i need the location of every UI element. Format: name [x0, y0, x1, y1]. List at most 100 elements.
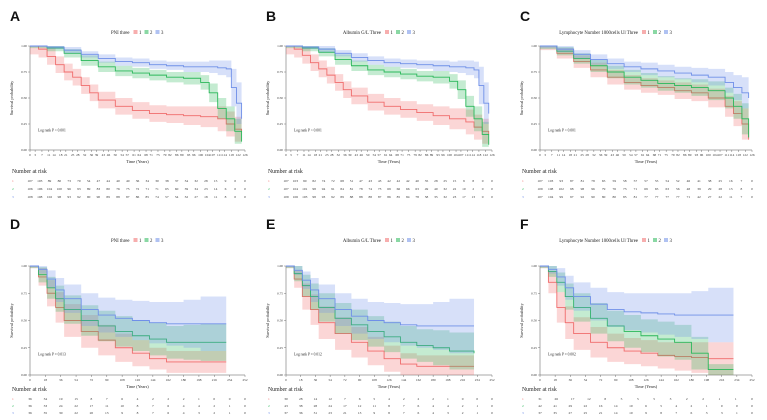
x-tick-label: 82 — [168, 153, 172, 157]
ci-band-group-2 — [30, 46, 242, 150]
risk-value: 36 — [28, 404, 32, 408]
risk-value: 103 — [293, 179, 299, 183]
risk-row-label: 1 — [522, 397, 524, 401]
x-tick-label: 104 — [205, 153, 210, 157]
y-tick-label: 0.00 — [531, 148, 537, 152]
risk-value: 39 — [185, 187, 189, 191]
x-tick-label: 79 — [671, 153, 675, 157]
risk-value: 71 — [687, 195, 691, 199]
risk-value: 40 — [434, 187, 438, 191]
x-tick-label: 36 — [599, 153, 603, 157]
x-tick-label: 54 — [120, 153, 124, 157]
risk-value: 34 — [185, 179, 189, 183]
risk-value: 78 — [591, 179, 595, 183]
risk-value: 30 — [155, 179, 159, 183]
risk-value: 37 — [284, 411, 288, 415]
risk-value: 74 — [322, 179, 326, 183]
risk-value: 26 — [555, 397, 559, 401]
risk-value: 90 — [87, 195, 91, 199]
x-tick-label: 68 — [395, 153, 399, 157]
y-tick-label: 0.25 — [531, 346, 537, 350]
risk-value: 25 — [584, 411, 588, 415]
x-tick-label: 39 — [348, 153, 352, 157]
legend-swatch — [653, 238, 657, 242]
y-tick-label: 0.25 — [277, 122, 283, 126]
x-tick-label: 107 — [458, 153, 463, 157]
risk-value: 32 — [185, 195, 189, 199]
risk-value: 2 — [462, 404, 464, 408]
risk-value: 7 — [403, 411, 405, 415]
legend-swatch — [385, 30, 389, 34]
risk-value: 7 — [741, 179, 743, 183]
risk-value: 8 — [91, 397, 93, 401]
risk-value: 17 — [343, 404, 347, 408]
risk-value: 80 — [58, 179, 62, 183]
x-tick-label: 0 — [539, 378, 541, 382]
risk-value: 0 — [751, 404, 753, 408]
risk-value: 6 — [167, 404, 169, 408]
risk-value: 11 — [373, 404, 377, 408]
risk-value: 13 — [358, 411, 362, 415]
risk-value: 87 — [570, 179, 574, 183]
x-tick-label: 90 — [358, 378, 362, 382]
legend-swatch — [664, 238, 668, 242]
risk-value: 2 — [686, 397, 688, 401]
x-tick-label: 118 — [736, 153, 741, 157]
legend-label: 1 — [648, 31, 651, 36]
risk-value: 4 — [183, 404, 185, 408]
risk-value: 69 — [644, 187, 648, 191]
x-tick-label: 126 — [749, 153, 754, 157]
x-tick-label: 57 — [377, 153, 381, 157]
risk-value: 6 — [418, 411, 420, 415]
risk-value: 106 — [27, 187, 33, 191]
ci-band-group-3 — [540, 46, 749, 119]
y-tick-label: 0.75 — [277, 70, 283, 74]
legend-label: 3 — [161, 31, 164, 36]
x-tick-label: 18 — [569, 153, 573, 157]
risk-value: 71 — [634, 187, 638, 191]
risk-value: 72 — [331, 179, 335, 183]
risk-value: 3 — [706, 411, 708, 415]
x-tick-label: 198 — [445, 378, 450, 382]
x-tick-label: 111 — [465, 153, 470, 157]
x-tick-label: 28 — [585, 153, 589, 157]
risk-value: 0 — [491, 411, 493, 415]
risk-value: 2 — [462, 411, 464, 415]
risk-value: 8 — [660, 411, 662, 415]
risk-value: 33 — [44, 404, 48, 408]
risk-value: 0 — [476, 397, 478, 401]
x-axis-label: Time (Years) — [378, 159, 401, 164]
risk-value: 63 — [665, 187, 669, 191]
risk-value: 9 — [645, 411, 647, 415]
risk-value: 12 — [328, 397, 332, 401]
x-tick-label: 18 — [314, 153, 318, 157]
x-tick-label: 93 — [695, 153, 699, 157]
risk-value: 2 — [418, 397, 420, 401]
risk-value: 76 — [612, 187, 616, 191]
legend-label: 1 — [391, 31, 394, 36]
x-axis-label: Time (Years) — [635, 159, 658, 164]
risk-value: 89 — [87, 187, 91, 191]
risk-value: 57 — [634, 179, 638, 183]
risk-value: 27 — [194, 195, 198, 199]
risk-value: 80 — [106, 187, 110, 191]
x-axis-label: Time (Years) — [378, 384, 401, 389]
risk-value: 28 — [434, 179, 438, 183]
legend-label: 1 — [648, 239, 651, 244]
risk-table-title: Number at risk — [268, 169, 303, 175]
risk-value: 42 — [406, 179, 410, 183]
risk-value: 79 — [602, 187, 606, 191]
x-tick-label: 36 — [569, 378, 573, 382]
risk-value: 104 — [548, 195, 554, 199]
survival-curve-group-3 — [540, 45, 750, 98]
x-tick-label: 96 — [700, 153, 704, 157]
risk-value: 8 — [137, 404, 139, 408]
risk-value: 88 — [116, 195, 120, 199]
risk-value: 76 — [116, 187, 120, 191]
x-tick-label: 144 — [150, 378, 155, 382]
risk-value: 15 — [453, 179, 457, 183]
risk-value: 2 — [403, 397, 405, 401]
x-tick-label: 68 — [144, 153, 148, 157]
risk-value: 86 — [387, 195, 391, 199]
risk-value: 103 — [37, 179, 43, 183]
